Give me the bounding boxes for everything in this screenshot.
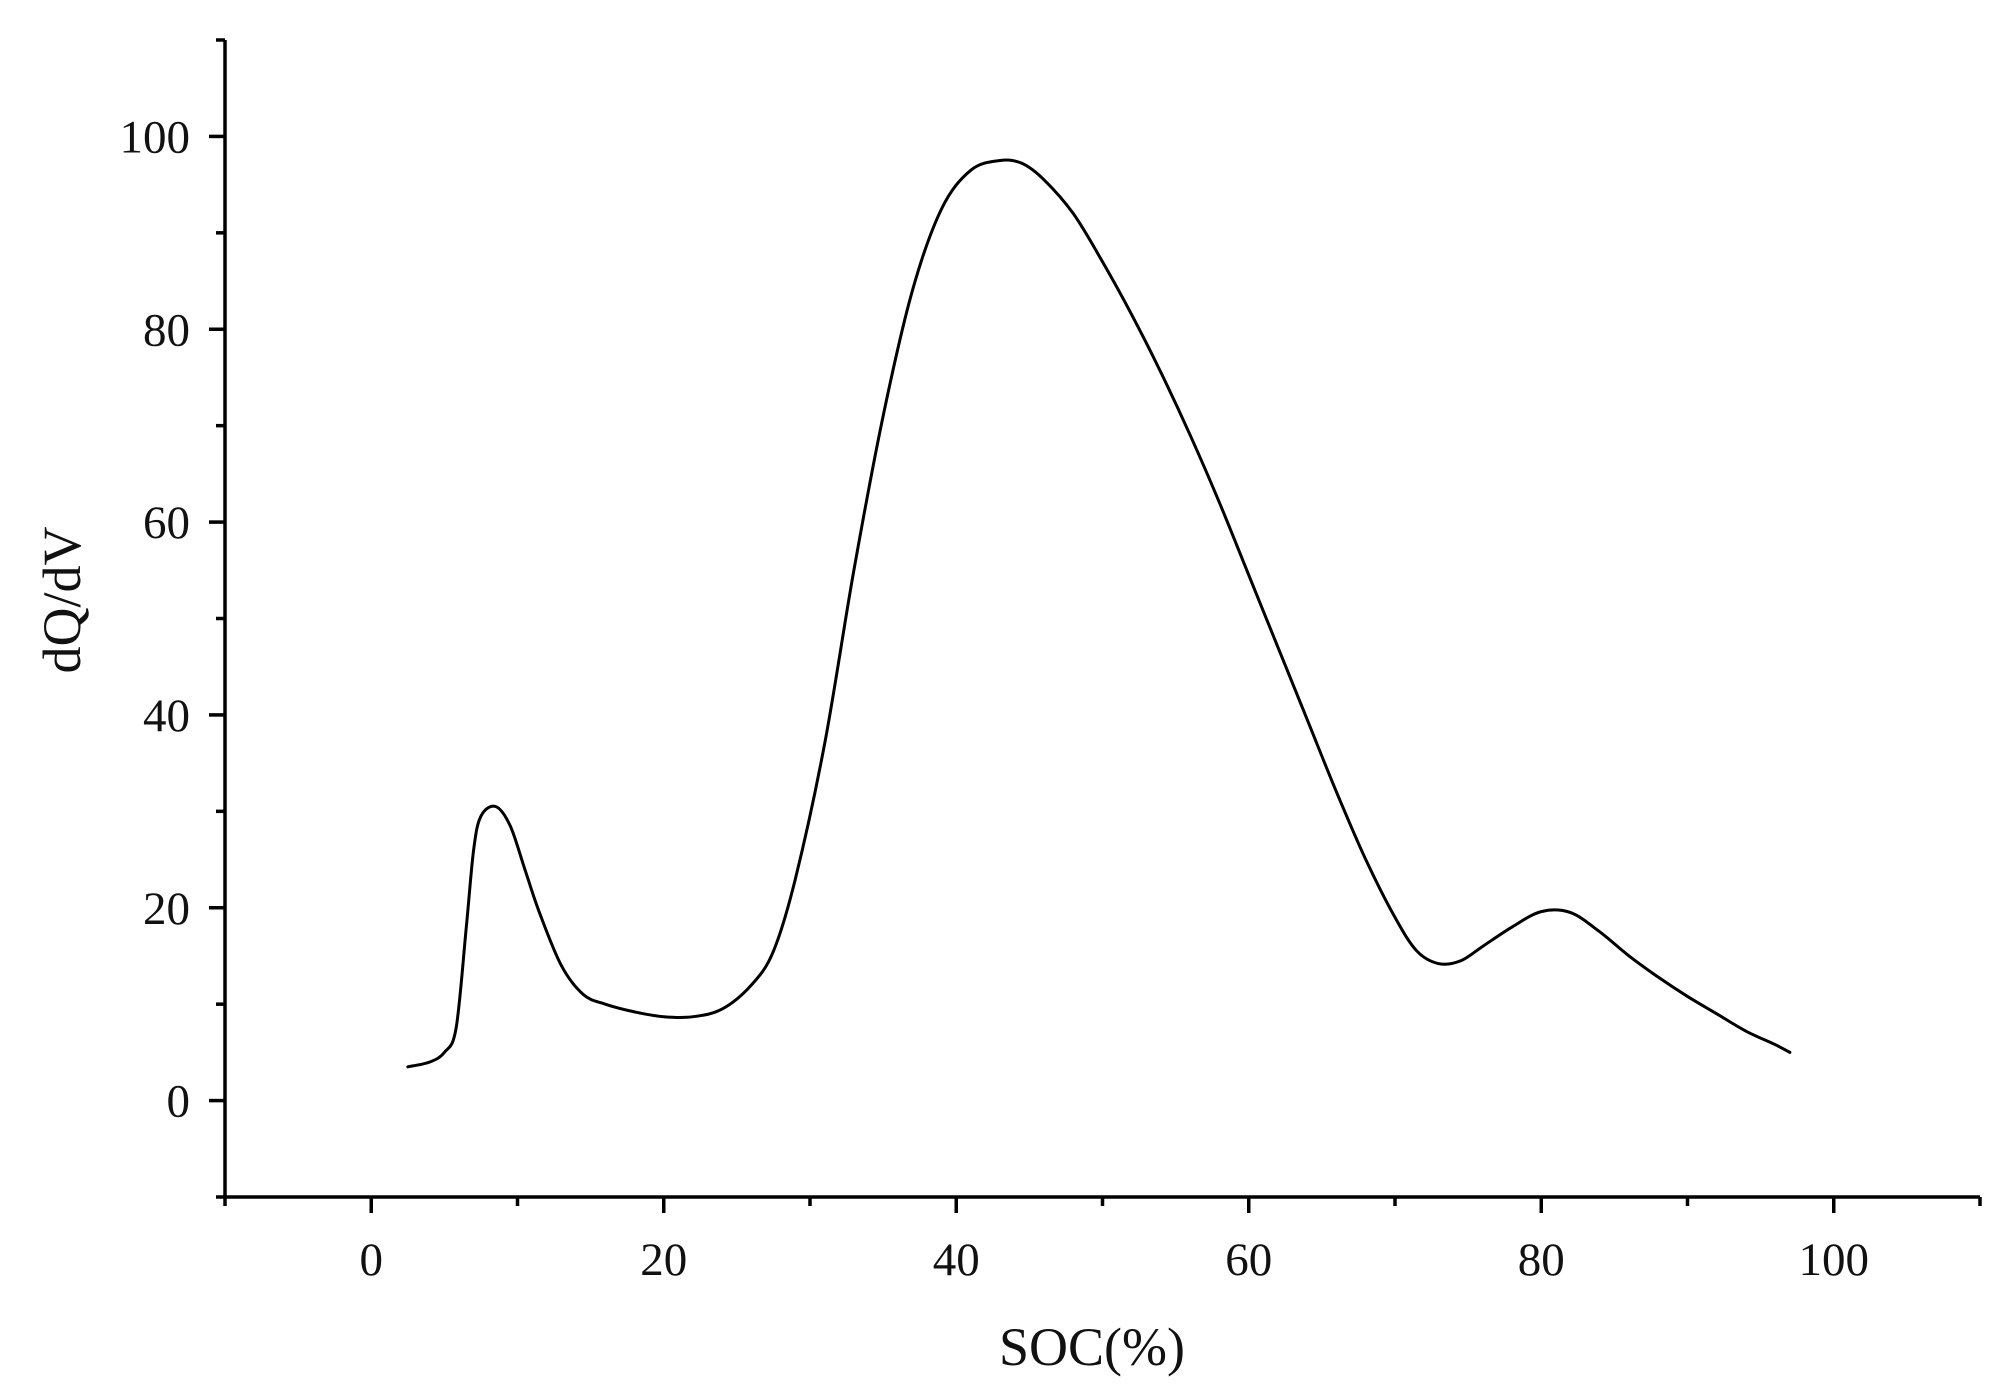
y-tick-label: 60 — [143, 497, 190, 549]
tick-labels: 0 20 40 60 80 100 0 20 40 60 80 100 — [120, 111, 1870, 1286]
y-tick-label: 100 — [120, 111, 191, 163]
x-tick-label: 100 — [1799, 1234, 1870, 1286]
ticks — [209, 38, 1982, 1213]
axes — [223, 40, 1980, 1199]
x-tick-label: 80 — [1518, 1234, 1565, 1286]
x-axis-title: SOC(%) — [999, 1317, 1185, 1377]
y-tick-label: 80 — [143, 304, 190, 356]
series-line-0 — [406, 158, 1792, 1069]
y-tick-label: 40 — [143, 690, 190, 742]
x-tick-label: 20 — [640, 1234, 687, 1286]
y-axis-title: dQ/dV — [32, 527, 92, 674]
y-tick-label: 20 — [143, 883, 190, 935]
x-tick-label: 40 — [933, 1234, 980, 1286]
x-tick-label: 60 — [1225, 1234, 1272, 1286]
x-tick-label: 0 — [360, 1234, 384, 1286]
y-tick-label: 0 — [167, 1076, 191, 1128]
series-layer — [406, 158, 1792, 1069]
